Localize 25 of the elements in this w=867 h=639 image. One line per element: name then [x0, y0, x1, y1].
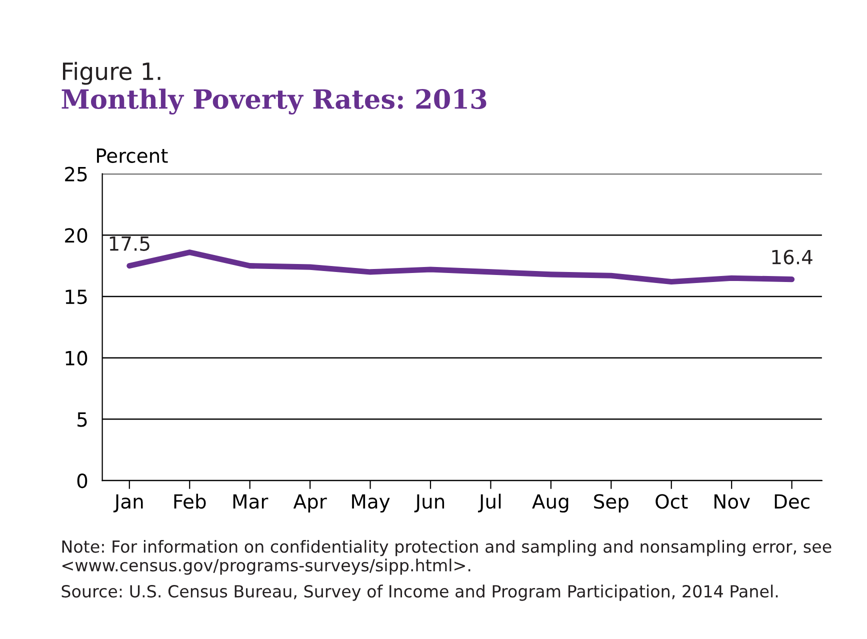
x-tick-label: Aug	[532, 494, 568, 513]
y-tick-label: 20	[65, 228, 88, 243]
y-axis-title: Percent	[97, 148, 168, 163]
y-tick-label: 5	[78, 412, 87, 427]
x-tick-label: Nov	[714, 494, 750, 509]
x-tick-label: Apr	[293, 494, 327, 513]
x-tick-label: Mar	[233, 494, 268, 509]
x-tick-label: May	[352, 494, 390, 513]
data-label: 17.5	[110, 236, 150, 251]
source-note: Source: U.S. Census Bureau, Survey of Income and Program Participation, 2014 Panel.	[62, 584, 778, 601]
x-tick-label: Oct	[656, 494, 688, 509]
x-tick-label: Jun	[414, 494, 444, 512]
x-tick-label: Dec	[774, 494, 810, 509]
data-label: 16.4	[772, 250, 812, 264]
y-tick-label: 15	[66, 290, 87, 304]
x-tick-label: Sep	[594, 494, 628, 513]
chart-title: Figure 1.	[63, 62, 160, 85]
y-tick-label: 0	[77, 473, 88, 488]
y-tick-label: 10	[66, 350, 88, 366]
chart-subtitle: Monthly Poverty Rates: 2013	[62, 88, 486, 114]
y-tick-label: 25	[65, 166, 87, 182]
x-tick-label: Jul	[478, 494, 501, 512]
x-tick-label: Feb	[174, 494, 206, 509]
x-tick-label: Jan	[113, 494, 143, 512]
text: Note: For information on confidentiality protection and sampling and nonsampling error, see <www.census.gov/programs-surveys/sipp.html>.	[62, 540, 832, 575]
